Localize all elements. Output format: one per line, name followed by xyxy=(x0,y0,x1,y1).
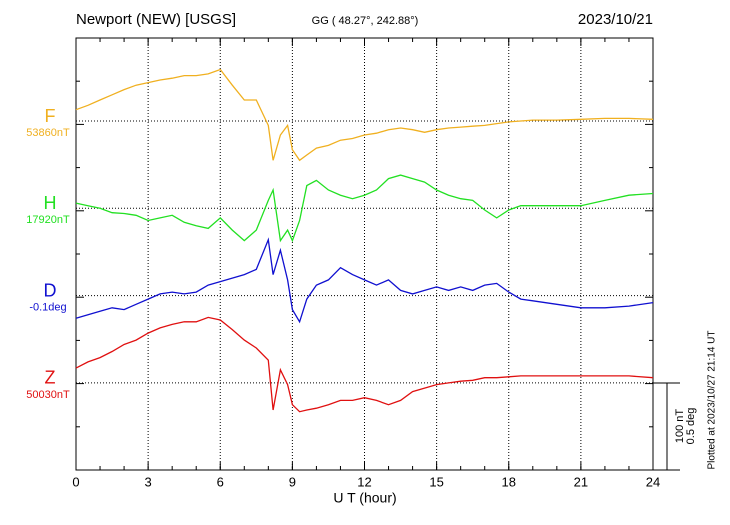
x-tick-label: 24 xyxy=(646,474,660,489)
x-axis-label: U T (hour) xyxy=(333,490,396,506)
series-line xyxy=(75,68,654,162)
coordinates: GG ( 48.27°, 242.88°) xyxy=(312,15,419,27)
x-tick-label: 0 xyxy=(72,474,79,489)
baseline-label: 50030nT xyxy=(26,389,70,401)
series-line xyxy=(75,174,654,243)
baseline-label: 53860nT xyxy=(26,127,70,139)
scale-label: 0.5 deg xyxy=(685,408,697,445)
plot-note: Plotted at 2023/10/27 21:14 UT xyxy=(707,331,718,470)
x-tick-label: 6 xyxy=(217,474,224,489)
series-name: Z xyxy=(45,368,56,388)
x-tick-label: 12 xyxy=(357,474,371,489)
x-tick-label: 21 xyxy=(574,474,588,489)
x-tick-label: 3 xyxy=(145,474,152,489)
series-name: D xyxy=(44,280,57,300)
chart-title: Newport (NEW) [USGS] xyxy=(76,11,236,28)
series-line xyxy=(75,316,654,413)
series-line xyxy=(75,237,654,324)
x-tick-label: 18 xyxy=(502,474,516,489)
baseline-label: -0.1deg xyxy=(29,302,66,314)
series-name: H xyxy=(44,193,57,213)
baseline-label: 17920nT xyxy=(26,214,70,226)
x-tick-label: 9 xyxy=(289,474,296,489)
series-name: F xyxy=(45,106,56,126)
scale-label: 100 nT xyxy=(674,409,686,444)
x-tick-label: 15 xyxy=(429,474,443,489)
date: 2023/10/21 xyxy=(578,11,653,28)
